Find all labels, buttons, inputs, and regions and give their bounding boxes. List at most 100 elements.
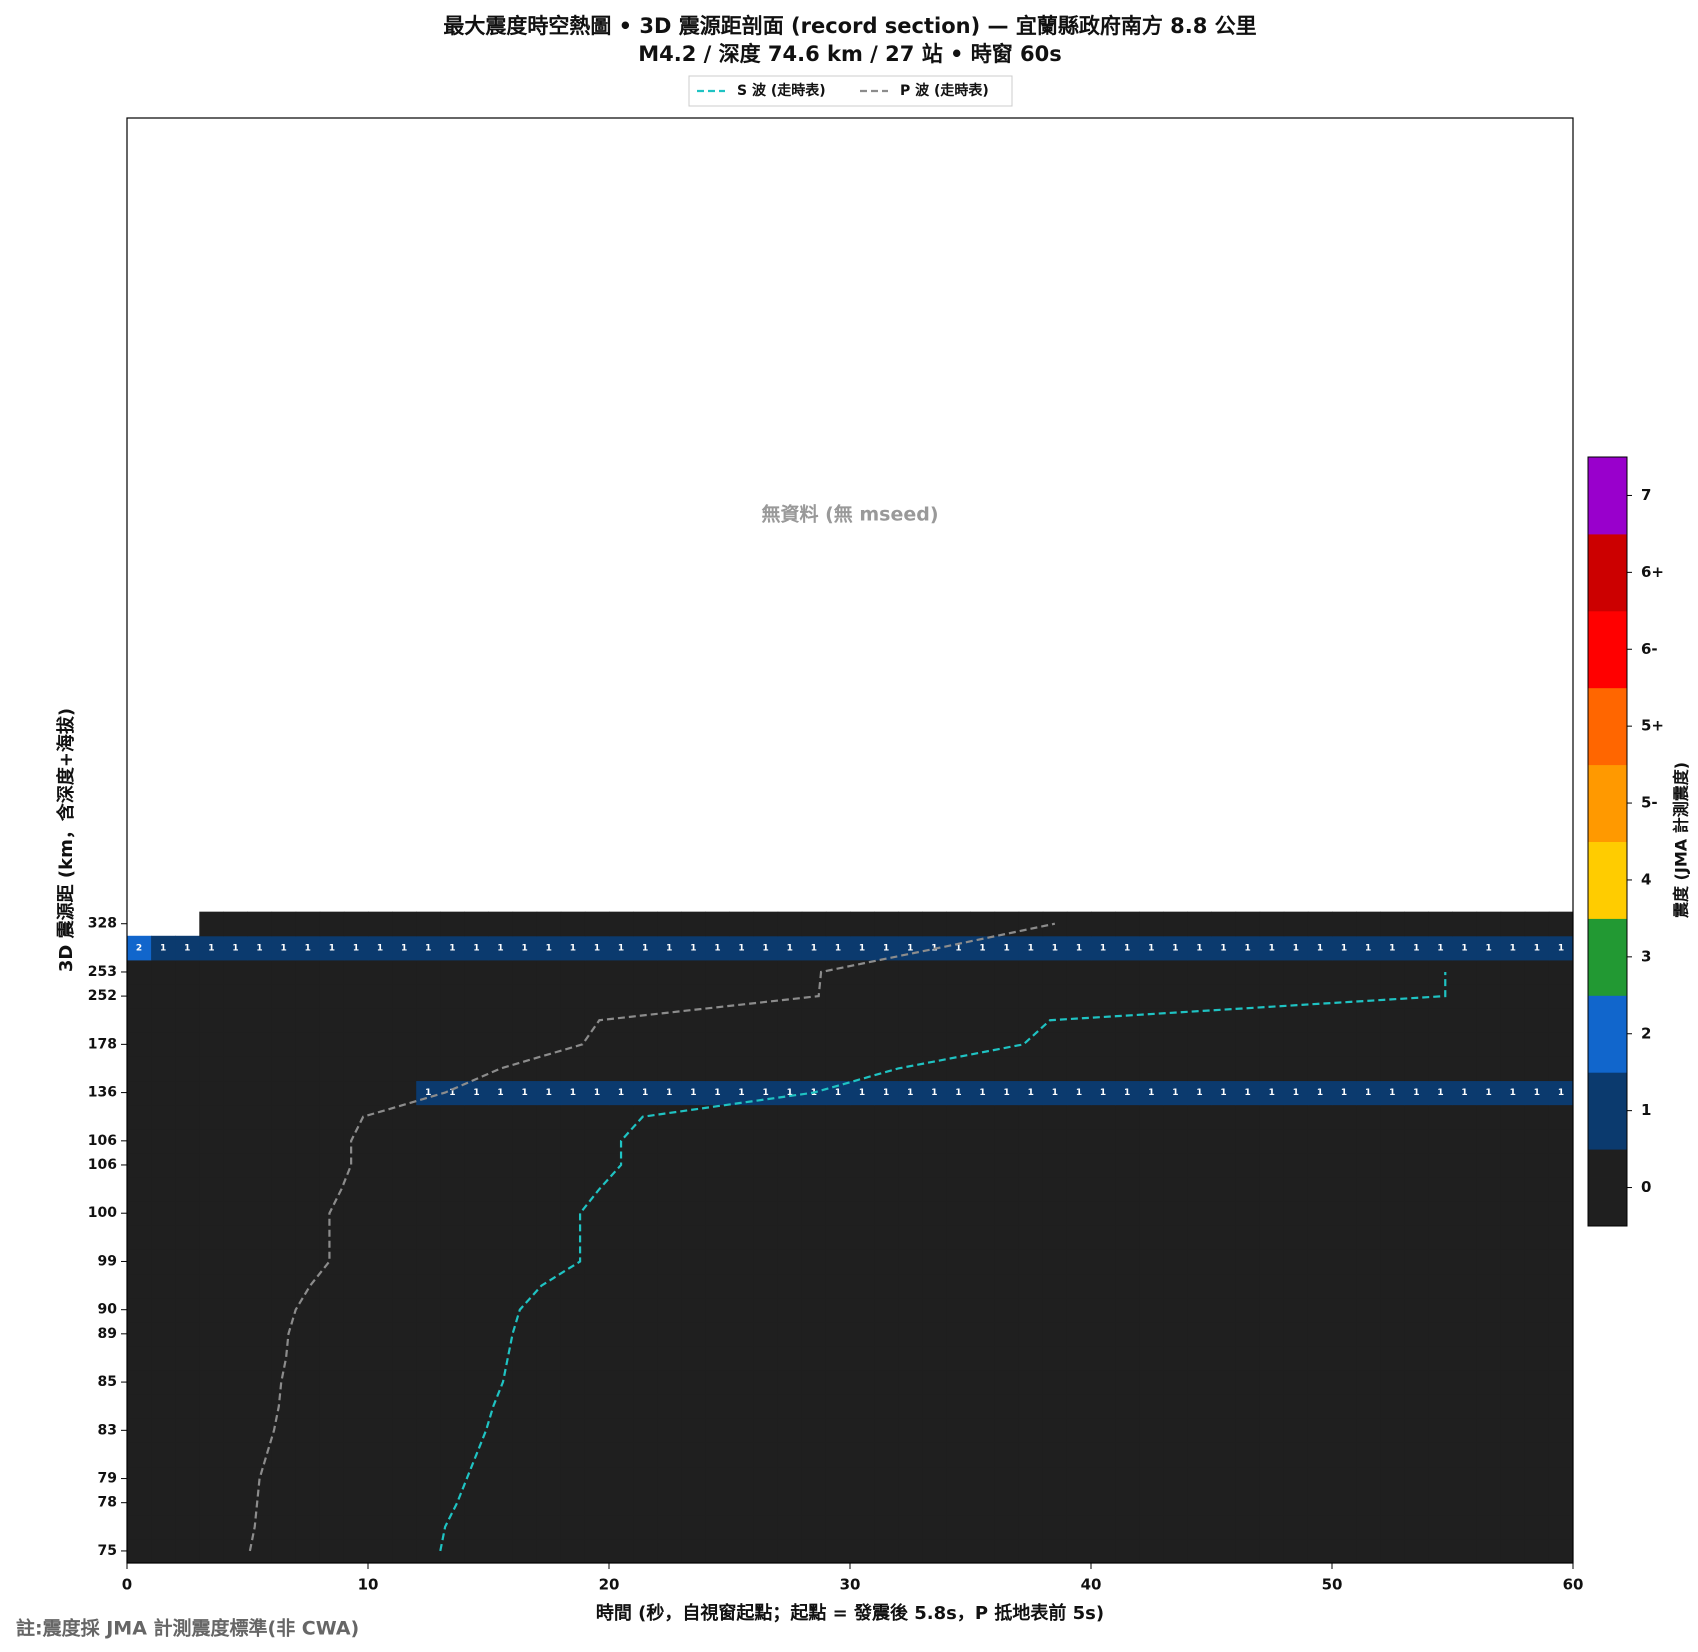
heat-cell [175, 1056, 200, 1082]
heat-cell [536, 1056, 562, 1082]
heat-cell [151, 1514, 176, 1540]
heat-cell [271, 1056, 297, 1082]
heat-cell [753, 1538, 779, 1564]
heat-cell [777, 1418, 803, 1443]
heat-cell [247, 1394, 273, 1419]
heat-cell [633, 1056, 658, 1082]
heat-cell [729, 1490, 755, 1516]
heat-cell [753, 1152, 779, 1178]
y-tick-label: 328 [88, 916, 117, 932]
heat-cell [1452, 984, 1478, 1009]
heat-cell [1356, 1370, 1381, 1395]
heat-cell [343, 1032, 369, 1057]
heat-cell [850, 1321, 875, 1347]
cell-label: 1 [256, 943, 262, 953]
heat-cell [223, 1128, 248, 1154]
heat-cell [343, 1201, 369, 1226]
heat-cell [801, 984, 827, 1009]
heat-cell [488, 1008, 514, 1033]
heat-cell [392, 1177, 417, 1202]
heat-cell [488, 935, 514, 961]
heat-cell [512, 1370, 538, 1395]
heat-cell [175, 1225, 200, 1250]
cell-label: 1 [1461, 943, 1467, 953]
heat-cell [1452, 1201, 1478, 1226]
heat-cell [657, 1370, 682, 1395]
heat-cell [584, 1514, 610, 1540]
heat-cell [175, 1152, 200, 1178]
heat-cell [1548, 1345, 1574, 1371]
heat-cell [1187, 911, 1212, 937]
cell-label: 1 [907, 943, 913, 953]
cell-label: 1 [1220, 1088, 1226, 1098]
heat-cell [1548, 1177, 1574, 1202]
cell-label: 1 [1510, 1088, 1516, 1098]
heat-cell [1042, 1225, 1068, 1250]
heat-cell [295, 1466, 321, 1492]
heat-cell [536, 935, 562, 961]
heat-cell [681, 1056, 706, 1082]
no-data-annotation: 無資料 (無 mseed) [761, 503, 938, 526]
heat-cell [1452, 1466, 1478, 1492]
heat-cell [1235, 1249, 1261, 1275]
heat-cell [1042, 1273, 1068, 1299]
heat-cell [705, 1152, 730, 1178]
heat-cell [247, 1514, 273, 1540]
heat-cell [1428, 1345, 1453, 1371]
heat-cell [560, 1249, 586, 1275]
heat-cell [440, 959, 465, 985]
heat-cell [1332, 1152, 1357, 1178]
heat-cell [1524, 1032, 1550, 1057]
heat-cell [825, 1514, 851, 1540]
heat-cell [392, 1056, 417, 1082]
cell-label: 1 [1341, 1088, 1347, 1098]
heat-cell [1187, 1321, 1212, 1347]
heat-cell [777, 1032, 803, 1057]
heat-cell [199, 935, 224, 961]
heat-cell [1042, 1321, 1068, 1347]
heat-cell [343, 1418, 369, 1443]
heat-cell [1356, 1008, 1381, 1033]
heat-cell [175, 935, 200, 961]
heat-cell [681, 1370, 706, 1395]
heat-cell [1042, 1297, 1068, 1323]
heat-cell [970, 1128, 996, 1154]
heat-cell [488, 1370, 514, 1395]
heat-cell [1283, 1418, 1309, 1443]
heat-cell [368, 1273, 393, 1299]
heat-cell [1163, 1056, 1188, 1082]
heat-cell [343, 911, 369, 937]
heat-cell [1115, 1080, 1140, 1106]
heat-cell [1380, 935, 1405, 961]
heat-cell [1211, 1056, 1237, 1082]
heat-cell [946, 1442, 971, 1468]
heat-cell [946, 1490, 971, 1516]
heat-cell [1115, 1152, 1140, 1178]
heat-cell [464, 1490, 489, 1516]
y-tick-label: 100 [88, 1205, 117, 1221]
heat-cell [440, 1418, 465, 1443]
heat-cell [1066, 1056, 1092, 1082]
heat-cell [1307, 935, 1333, 961]
heat-cell [584, 1370, 610, 1395]
heat-cell [1042, 1514, 1068, 1540]
heat-cell [512, 1225, 538, 1250]
heat-cell [609, 1249, 634, 1275]
heat-cell [199, 1008, 224, 1033]
heat-cell [1500, 1370, 1526, 1395]
heat-cell [560, 1418, 586, 1443]
cell-label: 1 [1052, 1088, 1058, 1098]
heat-cell [536, 1345, 562, 1371]
heat-cell [657, 1345, 682, 1371]
heat-cell [1259, 1104, 1285, 1130]
heat-cell [1548, 1514, 1574, 1540]
heat-cell [777, 1008, 803, 1033]
heat-cell [1476, 1442, 1502, 1468]
heat-cell [536, 984, 562, 1009]
heat-cell [609, 1104, 634, 1130]
heat-cell [681, 1297, 706, 1323]
heat-cell [464, 1008, 489, 1033]
heat-cell [1259, 1008, 1285, 1033]
heat-cell [343, 1514, 369, 1540]
heat-cell [753, 984, 779, 1009]
